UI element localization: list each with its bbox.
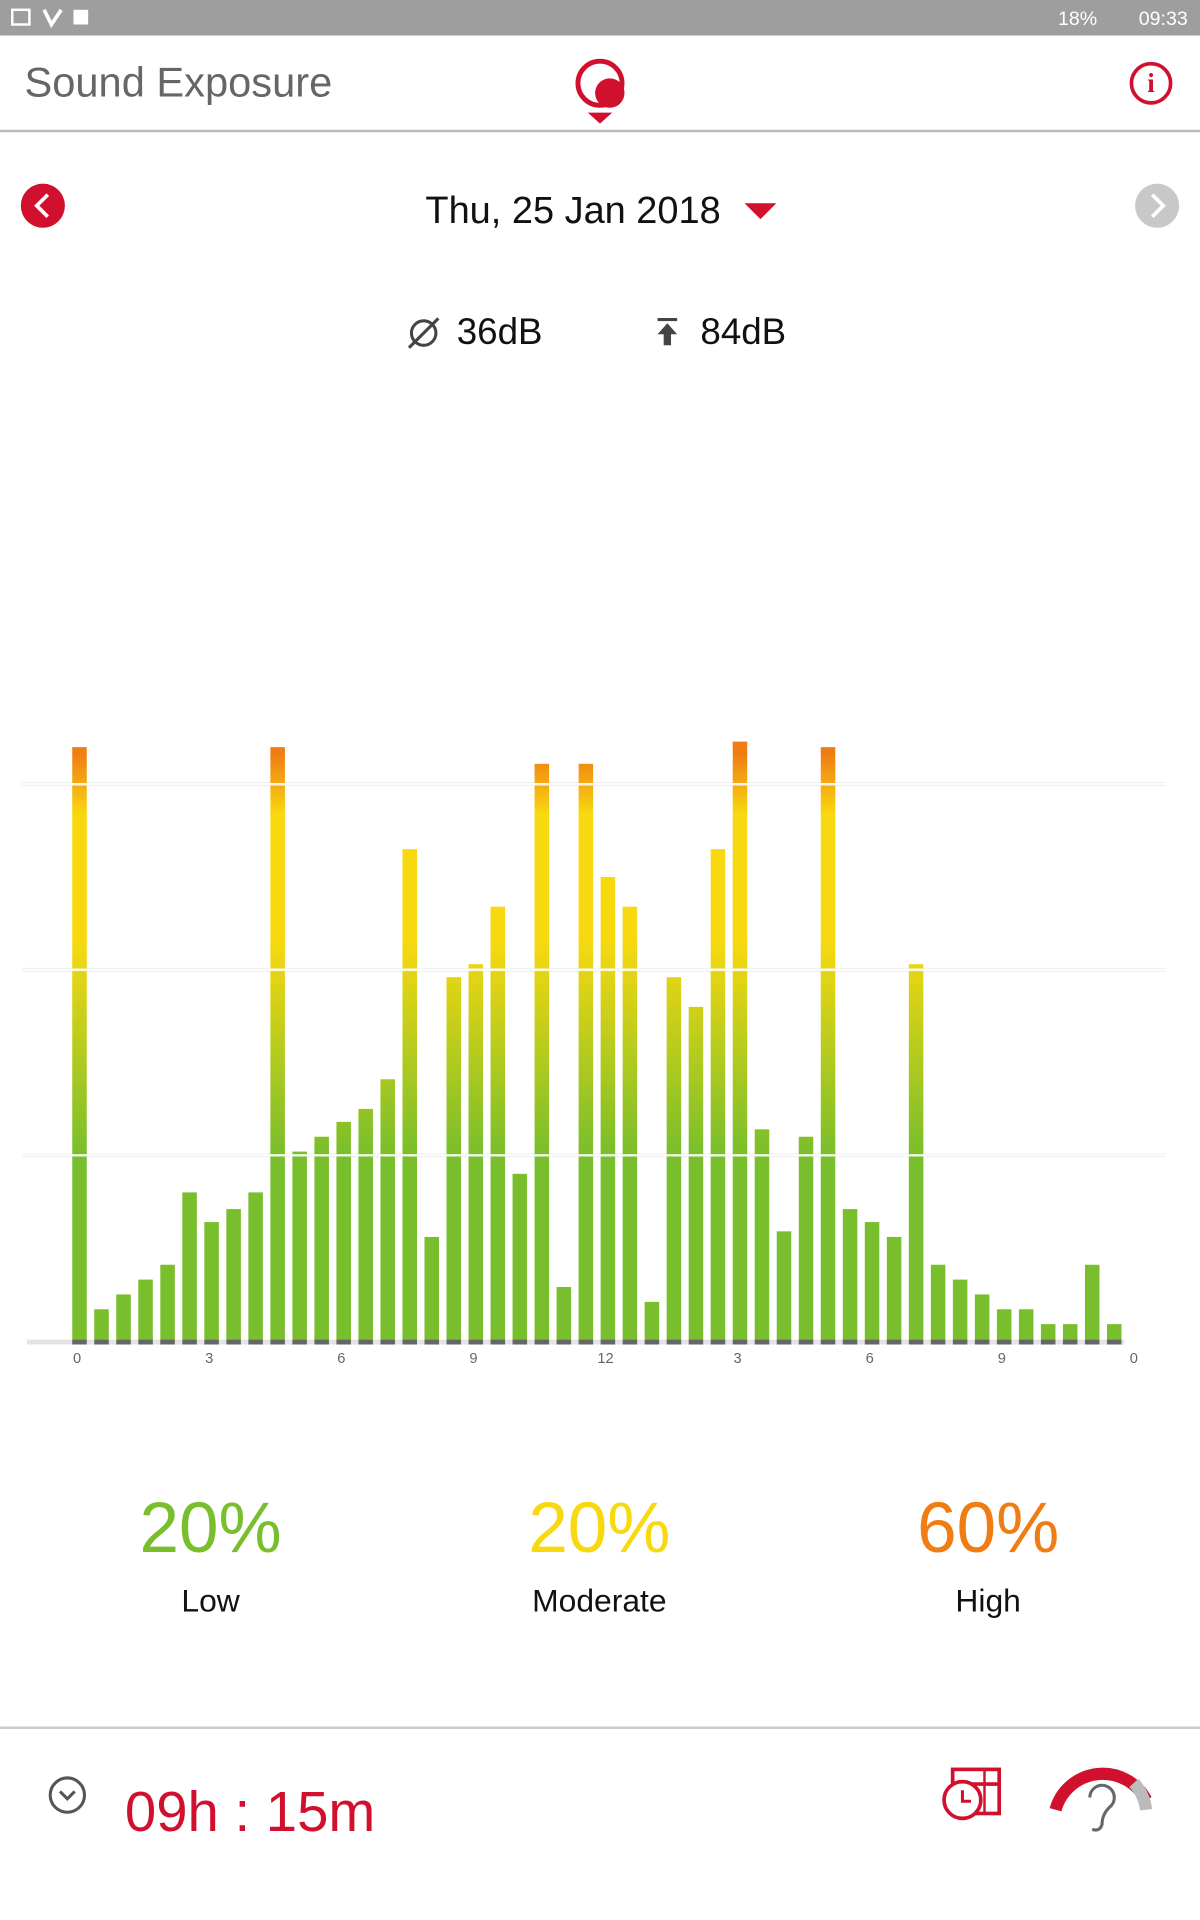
- x-tick-label: 3: [205, 1351, 213, 1367]
- bar: [138, 1279, 153, 1341]
- bar: [666, 977, 682, 1341]
- page-title: Sound Exposure: [24, 59, 332, 106]
- next-day[interactable]: [1135, 183, 1180, 228]
- date[interactable]: Thu, 25 Jan 2018: [425, 190, 720, 232]
- bar: [380, 1079, 395, 1341]
- bar: [996, 1309, 1012, 1341]
- status-icon: [73, 9, 89, 25]
- bar: [820, 747, 836, 1341]
- duration: 09h : 15m: [125, 1780, 375, 1843]
- average-level: 36dB: [457, 311, 543, 352]
- bar: [468, 964, 484, 1341]
- x-tick-label: 9: [998, 1351, 1006, 1367]
- bar: [578, 763, 594, 1341]
- logo[interactable]: [575, 58, 625, 124]
- x-tick-label: 3: [734, 1351, 742, 1367]
- bar: [1062, 1324, 1078, 1341]
- bar: [798, 1136, 814, 1341]
- x-tick-label: 9: [469, 1351, 477, 1367]
- bar: [512, 1173, 528, 1341]
- summary-percent: 20%: [528, 1489, 670, 1568]
- duration-icon: [48, 1776, 87, 1814]
- bar: [688, 1006, 704, 1341]
- bar: [930, 1264, 946, 1341]
- battery: 18%: [1058, 8, 1097, 30]
- prev-day[interactable]: [20, 183, 65, 228]
- bar: [314, 1136, 329, 1341]
- bar: [754, 1129, 770, 1341]
- summary-label: Low: [181, 1582, 240, 1618]
- bar: [1084, 1264, 1100, 1341]
- hearing-button[interactable]: [1049, 1767, 1153, 1832]
- bar: [556, 1287, 572, 1341]
- bar: [116, 1294, 131, 1341]
- bar: [952, 1279, 968, 1341]
- x-tick-label: 12: [597, 1351, 613, 1367]
- summary-percent: 20%: [140, 1489, 282, 1568]
- bar: [248, 1192, 263, 1341]
- bar: [270, 747, 285, 1341]
- calendar-button[interactable]: [942, 1767, 1002, 1821]
- status-bar: [0, 0, 1200, 36]
- clock: 09:33: [1139, 8, 1188, 30]
- status-icon: [42, 8, 63, 29]
- bar: [842, 1209, 858, 1341]
- bar: [1040, 1324, 1056, 1341]
- summary-label: High: [955, 1582, 1020, 1618]
- bar: [204, 1222, 219, 1341]
- x-tick-label: 0: [73, 1351, 81, 1367]
- bar: [886, 1236, 902, 1341]
- summary: 20% Low 20% Moderate 60% High: [140, 1489, 1060, 1618]
- bar: [226, 1209, 241, 1341]
- bar: [732, 741, 748, 1341]
- status-icon: [11, 8, 31, 26]
- bar: [292, 1151, 307, 1341]
- average-icon: [407, 317, 440, 349]
- bar: [336, 1121, 351, 1341]
- bar: [160, 1264, 175, 1341]
- bar: [644, 1301, 660, 1341]
- bar: [182, 1192, 197, 1341]
- bar: [622, 906, 638, 1341]
- bar: [864, 1222, 880, 1341]
- bar: [94, 1309, 109, 1341]
- bar: [358, 1108, 373, 1341]
- bar: [908, 964, 924, 1341]
- bar: [600, 876, 616, 1341]
- bar: [424, 1236, 440, 1341]
- x-tick-label: 6: [337, 1351, 345, 1367]
- bar: [710, 849, 726, 1341]
- chart: 0 3 6 9 12 3 6 9 0: [22, 741, 1166, 1367]
- max-icon: [657, 318, 678, 346]
- bar: [1018, 1309, 1034, 1341]
- bar: [446, 977, 462, 1341]
- summary-percent: 60%: [917, 1489, 1059, 1568]
- svg-text:i: i: [1147, 68, 1155, 98]
- bar: [72, 747, 87, 1341]
- bar: [1106, 1324, 1122, 1341]
- bar: [534, 763, 550, 1341]
- date-dropdown[interactable]: [744, 203, 777, 220]
- bar: [402, 849, 418, 1341]
- bar: [974, 1294, 990, 1341]
- info-button[interactable]: i: [1129, 61, 1173, 105]
- bar: [776, 1231, 792, 1341]
- bar: [490, 906, 506, 1341]
- summary-label: Moderate: [532, 1582, 666, 1618]
- x-tick-label: 0: [1130, 1351, 1138, 1367]
- max-level: 84dB: [700, 311, 786, 352]
- x-tick-label: 6: [866, 1351, 874, 1367]
